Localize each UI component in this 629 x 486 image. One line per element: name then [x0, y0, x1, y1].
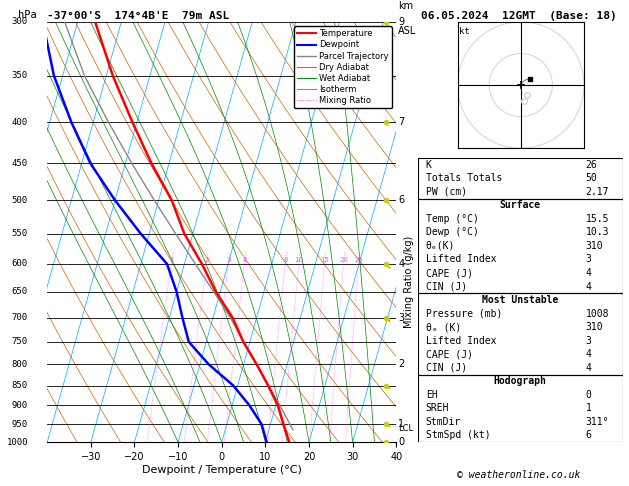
Text: Mixing Ratio (g/kg): Mixing Ratio (g/kg) [404, 236, 414, 328]
Text: θₑ (K): θₑ (K) [426, 322, 461, 332]
Text: 3: 3 [586, 336, 592, 346]
Text: km: km [398, 1, 413, 11]
Text: Dewp (°C): Dewp (°C) [426, 227, 479, 238]
Text: 2.17: 2.17 [586, 187, 610, 197]
Text: 10: 10 [294, 257, 303, 263]
Text: EH: EH [426, 390, 438, 400]
Text: 310: 310 [586, 241, 603, 251]
Text: 26: 26 [586, 160, 598, 170]
Text: CAPE (J): CAPE (J) [426, 268, 473, 278]
Text: 4: 4 [586, 281, 592, 292]
Text: 1: 1 [169, 257, 174, 263]
Text: Lifted Index: Lifted Index [426, 336, 496, 346]
Text: 350: 350 [12, 71, 28, 80]
Text: 750: 750 [12, 337, 28, 347]
Text: 4: 4 [586, 349, 592, 359]
Text: Totals Totals: Totals Totals [426, 173, 502, 183]
Text: CIN (J): CIN (J) [426, 281, 467, 292]
Text: 4: 4 [398, 259, 404, 269]
Text: 0: 0 [586, 390, 592, 400]
Text: CIN (J): CIN (J) [426, 363, 467, 373]
Text: 3: 3 [586, 255, 592, 264]
Text: 800: 800 [12, 360, 28, 369]
Bar [418, 199, 623, 294]
Text: 4: 4 [242, 257, 247, 263]
Text: θₑ(K): θₑ(K) [426, 241, 455, 251]
Text: 650: 650 [12, 287, 28, 296]
Text: -37°00'S  174°4B'E  79m ASL: -37°00'S 174°4B'E 79m ASL [47, 11, 230, 21]
Text: SREH: SREH [426, 403, 449, 414]
Text: 7: 7 [398, 117, 404, 127]
Text: K: K [426, 160, 431, 170]
Text: 2: 2 [204, 257, 209, 263]
Text: 2: 2 [398, 359, 404, 369]
Text: 3: 3 [226, 257, 231, 263]
Text: LCL: LCL [398, 424, 413, 433]
Text: 311°: 311° [586, 417, 610, 427]
Text: Pressure (mb): Pressure (mb) [426, 309, 502, 319]
Text: 9: 9 [398, 17, 404, 27]
X-axis label: Dewpoint / Temperature (°C): Dewpoint / Temperature (°C) [142, 465, 302, 475]
Text: 50: 50 [586, 173, 598, 183]
Text: 20: 20 [339, 257, 348, 263]
Bar [418, 294, 623, 375]
Text: kt: kt [459, 27, 470, 35]
Text: Hodograph: Hodograph [494, 376, 547, 386]
Text: 450: 450 [12, 159, 28, 168]
Text: 1: 1 [398, 419, 404, 429]
Text: 950: 950 [12, 420, 28, 429]
Text: 10.3: 10.3 [586, 227, 610, 238]
Text: 310: 310 [586, 322, 603, 332]
Text: 600: 600 [12, 260, 28, 268]
Text: 1000: 1000 [6, 438, 28, 447]
Text: CAPE (J): CAPE (J) [426, 349, 473, 359]
Text: 700: 700 [12, 313, 28, 322]
Text: 15.5: 15.5 [586, 214, 610, 224]
Text: PW (cm): PW (cm) [426, 187, 467, 197]
Text: 6: 6 [586, 431, 592, 440]
Text: 0: 0 [398, 437, 404, 447]
Text: 6: 6 [398, 195, 404, 205]
Text: © weatheronline.co.uk: © weatheronline.co.uk [457, 470, 581, 480]
Text: 4: 4 [586, 363, 592, 373]
Text: StmSpd (kt): StmSpd (kt) [426, 431, 491, 440]
Text: Surface: Surface [499, 200, 541, 210]
Text: 15: 15 [320, 257, 329, 263]
Text: ASL: ASL [398, 26, 416, 36]
Text: 400: 400 [12, 118, 28, 127]
Text: 500: 500 [12, 196, 28, 205]
Text: 1008: 1008 [586, 309, 610, 319]
Text: 1: 1 [586, 403, 592, 414]
Text: 900: 900 [12, 401, 28, 410]
Text: 25: 25 [354, 257, 363, 263]
Bar [418, 375, 623, 442]
Text: Temp (°C): Temp (°C) [426, 214, 479, 224]
Text: StmDir: StmDir [426, 417, 461, 427]
Text: 850: 850 [12, 381, 28, 390]
Text: 4: 4 [586, 268, 592, 278]
Text: hPa: hPa [18, 10, 36, 20]
Text: 8: 8 [283, 257, 287, 263]
Text: Most Unstable: Most Unstable [482, 295, 559, 305]
Text: 3: 3 [398, 312, 404, 323]
Text: 06.05.2024  12GMT  (Base: 18): 06.05.2024 12GMT (Base: 18) [421, 11, 617, 21]
Bar [418, 158, 623, 199]
Legend: Temperature, Dewpoint, Parcel Trajectory, Dry Adiabat, Wet Adiabat, Isotherm, Mi: Temperature, Dewpoint, Parcel Trajectory… [294, 26, 392, 108]
Text: 300: 300 [12, 17, 28, 26]
Text: Lifted Index: Lifted Index [426, 255, 496, 264]
Text: 550: 550 [12, 229, 28, 238]
